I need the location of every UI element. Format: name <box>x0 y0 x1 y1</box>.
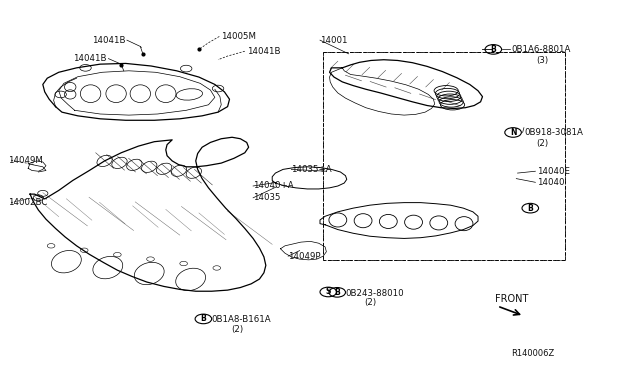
Text: 14049M: 14049M <box>8 155 43 165</box>
Text: 14040+A: 14040+A <box>253 182 294 190</box>
Text: 14035: 14035 <box>253 193 280 202</box>
Text: B: B <box>527 203 533 213</box>
Text: 14001: 14001 <box>320 36 348 45</box>
Text: (2): (2) <box>365 298 377 307</box>
Text: 0B918-3081A: 0B918-3081A <box>524 128 583 137</box>
Text: 0B1A6-8801A: 0B1A6-8801A <box>511 45 570 54</box>
Text: N: N <box>510 128 516 137</box>
Text: R140006Z: R140006Z <box>511 350 554 359</box>
Text: 14040: 14040 <box>537 178 564 187</box>
Text: 14005M: 14005M <box>221 32 256 41</box>
Text: (2): (2) <box>231 325 243 334</box>
Text: 14041B: 14041B <box>92 36 125 45</box>
Text: 14041B: 14041B <box>73 54 106 63</box>
Text: 14002BC: 14002BC <box>8 198 47 207</box>
Text: 14049P: 14049P <box>288 251 321 261</box>
Text: 0B243-88010: 0B243-88010 <box>346 289 404 298</box>
Text: 14040E: 14040E <box>537 167 570 176</box>
Text: FRONT: FRONT <box>495 294 529 304</box>
Text: (2): (2) <box>537 139 548 148</box>
Text: 0B1A8-B161A: 0B1A8-B161A <box>212 315 271 324</box>
Text: B: B <box>490 45 496 54</box>
Text: B: B <box>200 314 206 323</box>
Text: (3): (3) <box>537 56 548 65</box>
Text: 14035+A: 14035+A <box>291 165 332 174</box>
Text: S: S <box>326 288 331 296</box>
Text: 14041B: 14041B <box>246 47 280 56</box>
Text: B: B <box>334 288 340 297</box>
